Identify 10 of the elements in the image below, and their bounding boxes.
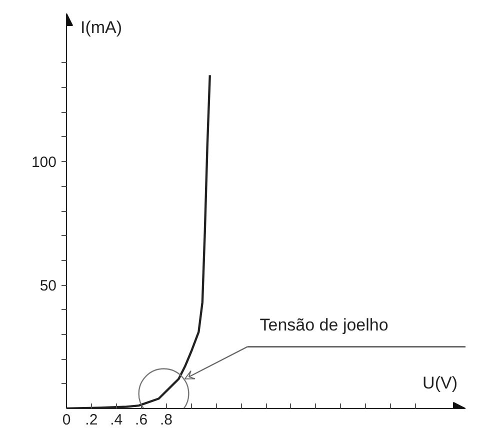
y-axis-title: I(mA) (80, 18, 122, 37)
annotation: Tensão de joelho (260, 315, 388, 334)
y-tick-label: 50 (40, 278, 57, 295)
x-tick-label: .4 (110, 412, 123, 428)
x-tick-label: .6 (135, 412, 148, 428)
x-tick-label: .8 (160, 412, 173, 428)
y-tick-label: 100 (31, 154, 57, 172)
x-axis-title: U(V) (422, 374, 458, 392)
x-tick-label: .2 (85, 412, 98, 428)
x-tick-label: 0 (62, 412, 71, 428)
